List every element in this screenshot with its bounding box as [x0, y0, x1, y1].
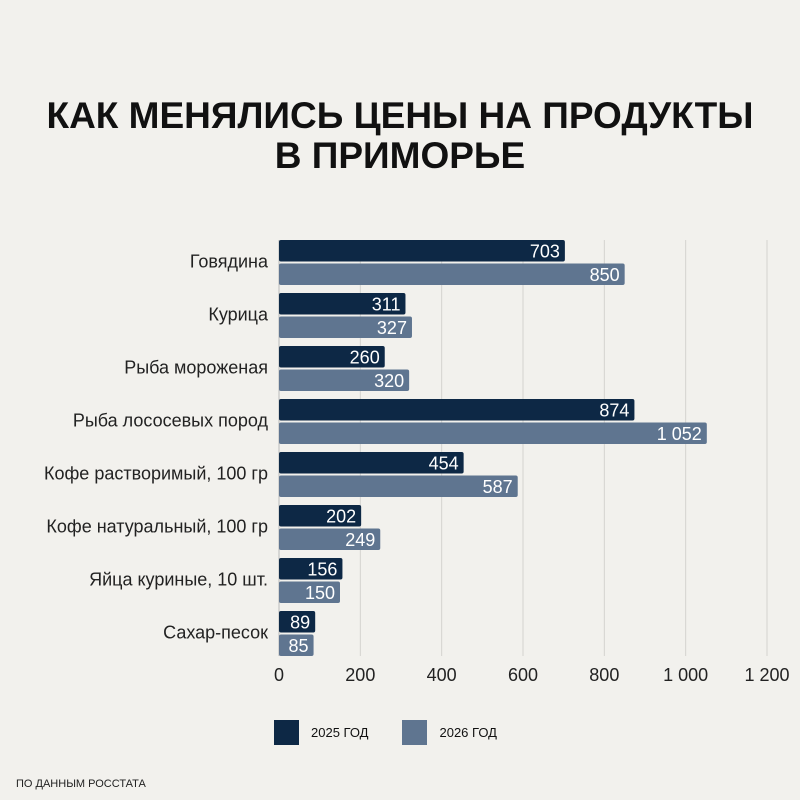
- bar-2025: [279, 399, 635, 421]
- data-label: 156: [307, 560, 337, 580]
- x-tick-label: 400: [427, 665, 457, 685]
- data-label: 874: [599, 401, 629, 421]
- chart-title: КАК МЕНЯЛИСЬ ЦЕНЫ НА ПРОДУКТЫ В ПРИМОРЬЕ: [0, 96, 800, 176]
- data-label: 150: [305, 583, 335, 603]
- category-label: Рыба мороженая: [124, 358, 268, 378]
- bar-2026: [279, 422, 707, 444]
- data-label: 260: [350, 348, 380, 368]
- data-label: 320: [374, 371, 404, 391]
- bar-2026: [279, 475, 518, 497]
- bar-2026: [279, 316, 412, 338]
- bar-2026: [279, 528, 381, 550]
- legend: 2025 ГОД 2026 ГОД: [274, 720, 497, 745]
- bar-2026: [279, 634, 314, 656]
- source-note: ПО ДАННЫМ РОССТАТА: [16, 778, 146, 790]
- category-label: Кофе растворимый, 100 гр: [44, 464, 268, 484]
- bar-chart: 0 200 400 600 800 1 000 1 200 Говядина 703 850 Кур…: [44, 240, 790, 685]
- bar-2025: [279, 452, 464, 474]
- x-tick-label: 200: [345, 665, 375, 685]
- data-label: 85: [289, 636, 309, 656]
- data-label: 587: [483, 477, 513, 497]
- data-label: 249: [345, 530, 375, 550]
- x-tick-label: 0: [274, 665, 284, 685]
- data-label: 1 052: [657, 424, 702, 444]
- category-label: Сахар-песок: [163, 623, 268, 643]
- data-label: 703: [530, 242, 560, 262]
- bar-2026: [279, 263, 625, 285]
- data-label: 454: [429, 454, 459, 474]
- x-tick-label: 1 200: [744, 665, 789, 685]
- legend-swatch-2025: [274, 720, 299, 745]
- x-tick-label: 800: [589, 665, 619, 685]
- title-line-2: В ПРИМОРЬЕ: [274, 135, 526, 176]
- category-label: Курица: [208, 305, 269, 325]
- legend-swatch-2026: [402, 720, 428, 745]
- category-label: Яйца куриные, 10 шт.: [89, 570, 268, 590]
- x-tick-label: 1 000: [663, 665, 708, 685]
- bar-2025: [279, 293, 406, 315]
- legend-label-2026: 2026 ГОД: [439, 725, 497, 740]
- x-tick-label: 600: [508, 665, 538, 685]
- data-label: 850: [590, 265, 620, 285]
- category-label: Кофе натуральный, 100 гр: [46, 517, 268, 537]
- bar-2025: [279, 240, 565, 262]
- category-label: Говядина: [190, 252, 269, 272]
- data-label: 311: [372, 295, 401, 315]
- bar-2025: [279, 505, 362, 527]
- bar-2026: [279, 581, 340, 603]
- legend-label-2025: 2025 ГОД: [311, 725, 369, 740]
- data-label: 327: [377, 318, 407, 338]
- data-label: 202: [326, 507, 356, 527]
- category-label: Рыба лососевых пород: [73, 411, 269, 431]
- title-line-1: КАК МЕНЯЛИСЬ ЦЕНЫ НА ПРОДУКТЫ: [46, 95, 754, 136]
- bar-2025: [279, 346, 385, 368]
- data-label: 89: [290, 613, 310, 633]
- bar-2025: [279, 558, 343, 580]
- bar-2026: [279, 369, 410, 391]
- bar-2025: [279, 611, 316, 633]
